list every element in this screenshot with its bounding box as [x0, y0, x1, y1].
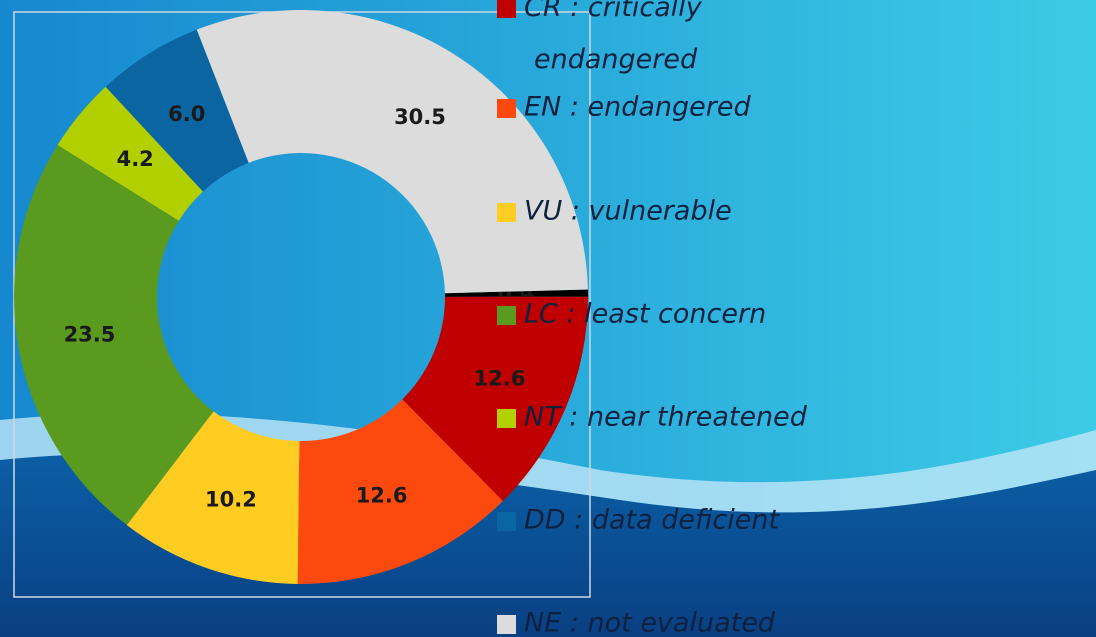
data-label: 12.6	[356, 483, 408, 507]
legend-label: EN : endangered	[524, 92, 752, 123]
legend-swatch	[497, 615, 516, 634]
data-label: 23.5	[64, 323, 116, 347]
legend-swatch	[497, 0, 516, 18]
legend-label: LC : least concern	[524, 299, 766, 330]
legend-swatch	[497, 409, 516, 428]
data-label: 6.0	[168, 102, 205, 126]
legend-label: VU : vulnerable	[524, 196, 732, 227]
legend-swatch	[497, 99, 516, 118]
chart: 0.412.612.610.223.54.26.030.5 CR : criti…	[0, 0, 1096, 637]
page: 0.412.612.610.223.54.26.030.5 CR : criti…	[0, 0, 1096, 637]
legend-swatch	[497, 203, 516, 222]
data-label: 30.5	[394, 105, 446, 129]
legend-swatch	[497, 306, 516, 325]
data-label: 10.2	[205, 487, 257, 511]
legend-label: DD : data deficient	[524, 505, 781, 536]
legend-label: NE : not evaluated	[524, 608, 776, 637]
legend-swatch	[497, 512, 516, 531]
legend-label: NT : near threatened	[524, 402, 808, 433]
data-label: 12.6	[474, 367, 526, 391]
data-label: 4.2	[117, 147, 154, 171]
